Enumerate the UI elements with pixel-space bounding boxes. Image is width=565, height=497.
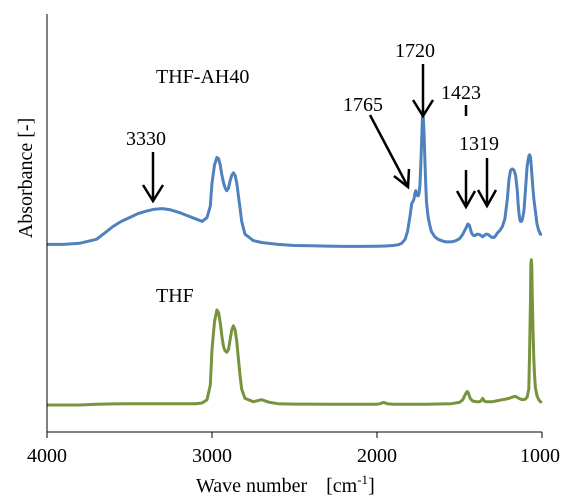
x-axis-unit-close: ] [368, 475, 375, 497]
annotation-3330-arrowhead [141, 184, 165, 204]
x-tick-label-2000: 2000 [357, 445, 397, 467]
annotation-1720-arrowhead [411, 99, 435, 119]
annotation-1319-arrowhead [476, 189, 498, 209]
x-tick-label-1000: 1000 [520, 445, 560, 467]
annotation-1423-label: 1423 [441, 82, 481, 104]
series-label-thf-ah40: THF-AH40 [156, 66, 249, 88]
annotation-1765-label: 1765 [343, 94, 383, 116]
x-tick-label-3000: 3000 [192, 445, 232, 467]
y-axis-label: Absorbance [-] [15, 118, 37, 239]
annotation-1720-label: 1720 [395, 40, 435, 62]
series-label-thf: THF [156, 285, 194, 307]
annotation-1765-arrow [368, 114, 409, 186]
plot-area [47, 109, 543, 407]
x-axis-label: Wave number [cm-1] [196, 472, 375, 497]
peak-annotations: 3330 1765 1720 1423 1319 [126, 40, 499, 210]
series-line-thf [47, 258, 543, 407]
x-axis-unit-exponent: -1 [357, 472, 368, 487]
x-axis-unit: [cm [326, 475, 358, 497]
annotation-1765-arrowhead [393, 168, 411, 190]
x-axis-ticks: 4000 3000 2000 1000 [27, 432, 560, 467]
series-line-thf-ah40 [47, 109, 543, 248]
x-axis-label-text: Wave number [196, 475, 307, 497]
annotation-1423-arrowhead [455, 190, 477, 210]
annotation-1319-label: 1319 [459, 133, 499, 155]
x-tick-label-4000: 4000 [27, 445, 67, 467]
annotation-3330-label: 3330 [126, 128, 166, 150]
